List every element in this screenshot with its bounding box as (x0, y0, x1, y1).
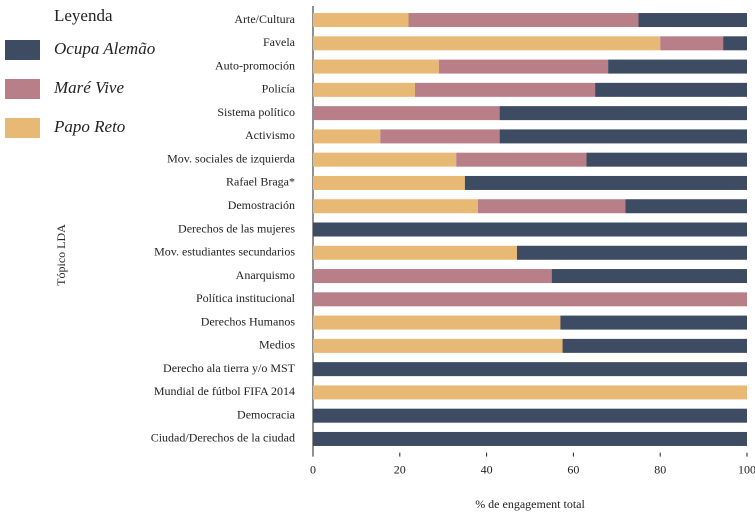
bar-segment (499, 129, 747, 144)
y-tick-label: Derecho ala tierra y/o MST (163, 361, 296, 375)
bar-segment (464, 175, 747, 190)
y-tick-label: Favela (263, 35, 296, 49)
y-tick-label: Sistema político (217, 105, 295, 119)
bar-segment (313, 199, 478, 214)
legend-label: Papo Reto (53, 117, 125, 136)
bar-segment (313, 222, 747, 237)
y-tick-label: Policía (262, 82, 296, 96)
bar-segment (313, 245, 517, 260)
x-tick-label: 40 (481, 462, 493, 476)
y-axis-label: Tópico LDA (54, 224, 68, 286)
bar-segment (408, 13, 639, 28)
y-tick-label: Democracia (237, 407, 296, 421)
legend-title: Leyenda (54, 6, 113, 25)
y-tick-label: Mundial de fútbol FIFA 2014 (154, 384, 295, 398)
bar-segment (499, 106, 747, 121)
y-tick-label: Derechos de las mujeres (178, 221, 295, 235)
bar-segment (595, 82, 747, 97)
x-tick-label: 100 (738, 462, 755, 476)
y-tick-label: Derechos Humanos (201, 314, 296, 328)
bar-segment (313, 82, 415, 97)
bar-segment (560, 315, 747, 330)
bar-segment (551, 269, 747, 284)
bar-segment (608, 59, 747, 74)
x-tick-label: 60 (567, 462, 579, 476)
y-tick-label: Medios (259, 338, 295, 352)
y-tick-label: Mov. estudiantes secundarios (154, 245, 295, 259)
bar-segment (723, 36, 747, 51)
bar-segment (313, 175, 465, 190)
bar-segment (313, 13, 409, 28)
y-tick-label: Anarquismo (236, 268, 295, 282)
legend-label: Ocupa Alemão (54, 39, 155, 58)
bar-segment (313, 362, 747, 377)
bar-segment (313, 338, 563, 353)
bar-segment (313, 269, 552, 284)
y-tick-label: Rafael Braga* (226, 175, 295, 189)
bar-segment (313, 59, 439, 74)
bar-segment (477, 199, 626, 214)
bar-segment (313, 292, 747, 307)
bar-segment (562, 338, 747, 353)
x-tick-label: 0 (310, 462, 316, 476)
bar-segment (313, 106, 500, 121)
bar-segment (313, 385, 747, 400)
bar-segment (456, 152, 587, 167)
bar-segment (516, 245, 747, 260)
y-tick-label: Política institucional (196, 291, 296, 305)
y-tick-label: Auto-promoción (215, 58, 295, 72)
bar-segment (660, 36, 724, 51)
legend-swatch (5, 40, 40, 60)
bar-segment (625, 199, 747, 214)
legend-swatch (5, 79, 40, 99)
bar-segment (313, 315, 561, 330)
y-tick-label: Demostración (228, 198, 295, 212)
bar-segment (313, 431, 747, 446)
x-axis-label: % de engagement total (475, 497, 585, 511)
bar-segment (313, 408, 747, 423)
bar-segment (638, 13, 747, 28)
y-tick-label: Mov. sociales de izquierda (167, 151, 296, 165)
bar-segment (438, 59, 609, 74)
bar-segment (313, 36, 661, 51)
x-tick-label: 80 (654, 462, 666, 476)
bar-segment (586, 152, 747, 167)
bar-segment (313, 129, 381, 144)
legend-swatch (5, 118, 40, 138)
bar-segment (380, 129, 500, 144)
y-tick-label: Arte/Cultura (234, 12, 295, 26)
legend-label: Maré Vive (53, 78, 124, 97)
y-tick-label: Ciudad/Derechos de la ciudad (151, 431, 295, 445)
x-tick-label: 20 (394, 462, 406, 476)
y-tick-label: Activismo (245, 128, 295, 142)
bar-segment (313, 152, 457, 167)
bar-segment (414, 82, 596, 97)
